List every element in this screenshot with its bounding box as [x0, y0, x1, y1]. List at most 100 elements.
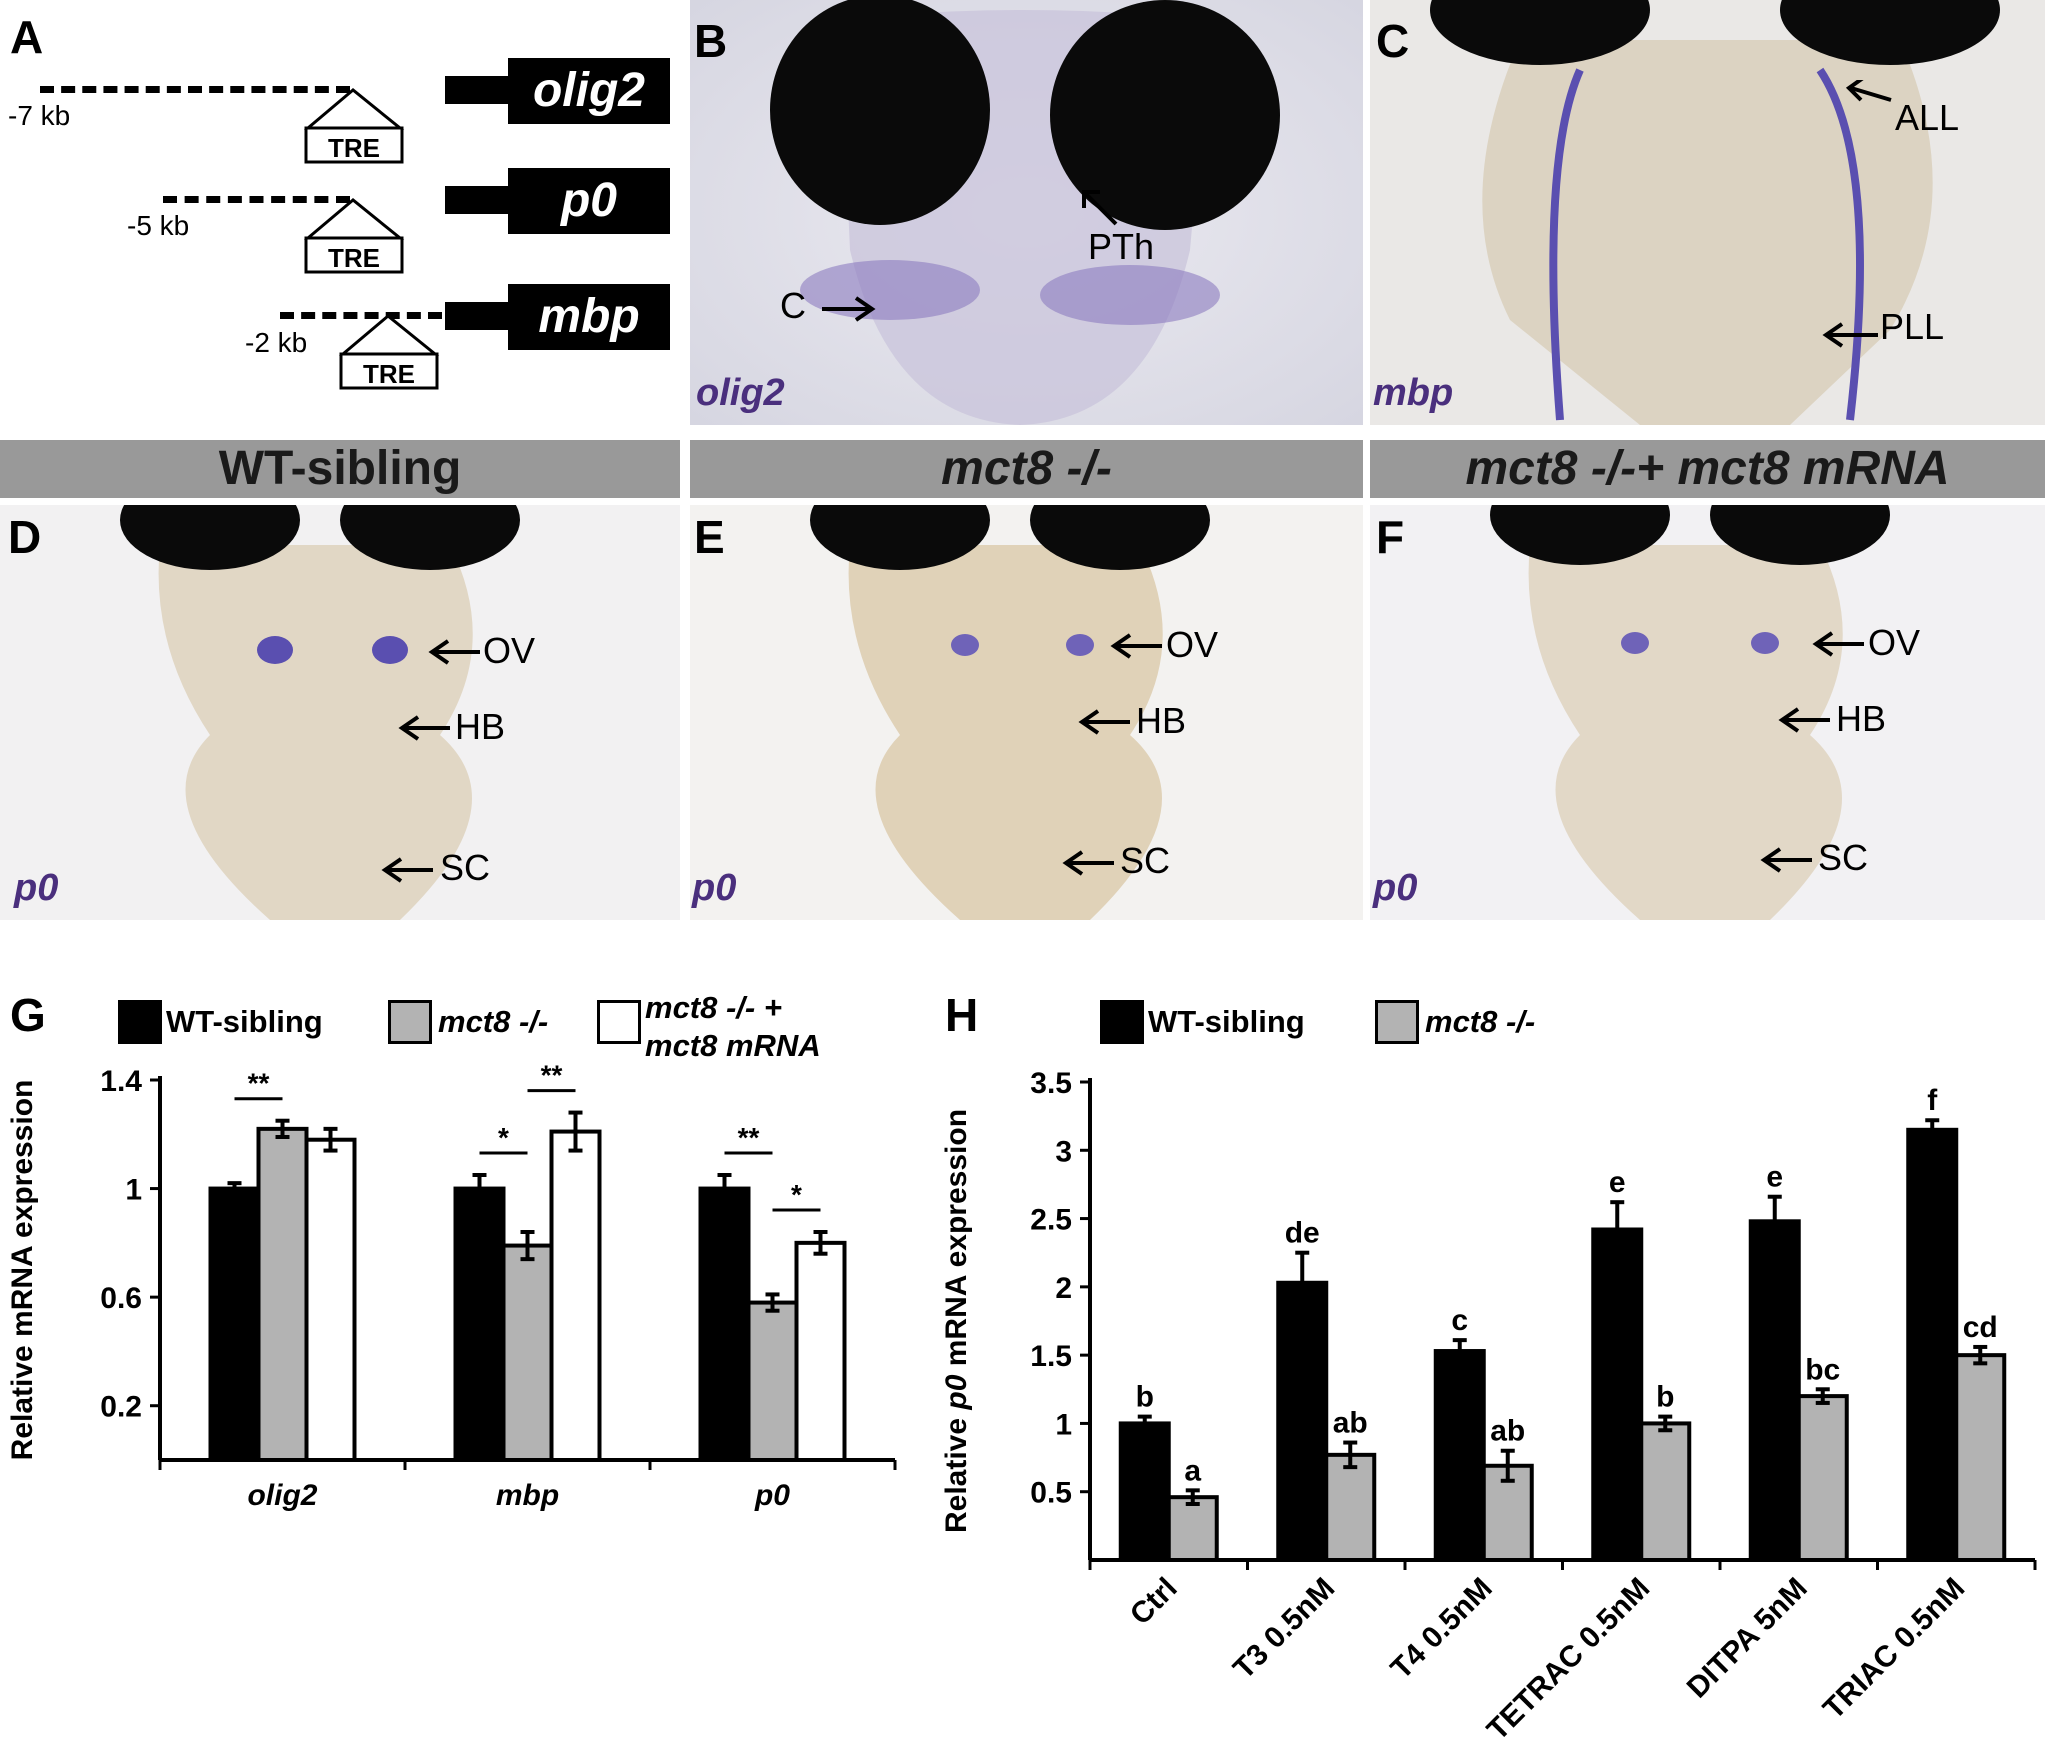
h-letter-label: bc [1805, 1353, 1840, 1386]
panel-c-gene-tag: mbp [1373, 372, 1454, 414]
h-letter-label: de [1285, 1217, 1320, 1250]
h-y-axis-title-gene: p0 [940, 1374, 973, 1410]
h-bar [1906, 1127, 1959, 1563]
g-bar [208, 1186, 261, 1462]
g-category-label: olig2 [247, 1479, 317, 1512]
panel-b-micrograph [690, 0, 1363, 425]
panel-e-sc-arrow [1062, 850, 1114, 876]
g-bar [549, 1129, 602, 1462]
legend-g-wt-label: WT-sibling [166, 1004, 323, 1039]
h-bar [1276, 1280, 1329, 1562]
panel-g-chart: 0.2 0.6 1 1.4 Relative mRNA expression olig2 m… [6, 1060, 897, 1512]
g-significance-label: ** [738, 1122, 760, 1153]
p0-tre-label: TRE [328, 243, 380, 273]
mbp-tre-element [338, 314, 440, 390]
h-bar [1324, 1452, 1377, 1562]
legend-g-rescue-label-1: mct8 -/- + [645, 990, 782, 1025]
p0-gene-box [508, 168, 670, 234]
panel-e-hb-label: HB [1136, 700, 1187, 741]
header-mct8: mct8 -/- [690, 440, 1363, 498]
panel-b-gene-tag: olig2 [696, 372, 785, 414]
g-significance-label: * [791, 1179, 802, 1210]
panel-d-ov-label: OV [483, 630, 536, 671]
h-y-axis-title: Relative p0 mRNA expression [940, 1109, 973, 1533]
legend-g-mct8-label: mct8 -/- [438, 1004, 549, 1039]
p0-distance-label: -5 kb [127, 210, 190, 241]
mbp-exon-stub [445, 302, 515, 330]
panel-label-b: B [694, 15, 728, 67]
g-significance-label: ** [248, 1068, 270, 1099]
panel-d-sc-label: SC [440, 847, 491, 888]
h-y-tick-label: 2 [1055, 1272, 1072, 1305]
h-letter-label: e [1766, 1161, 1783, 1194]
h-letter-label: b [1656, 1381, 1674, 1414]
panel-e-ov-label: OV [1166, 624, 1219, 665]
panel-label-e: E [694, 511, 725, 563]
p0-tre-element [303, 198, 405, 274]
panel-label-d: D [8, 511, 42, 563]
panel-d-sc-arrow [381, 857, 433, 883]
h-bar [1796, 1394, 1849, 1562]
panel-f-sc-label: SC [1818, 837, 1869, 878]
h-bar [1748, 1219, 1801, 1562]
h-bar [1639, 1421, 1692, 1562]
panel-b-c-arrow [822, 296, 876, 322]
g-bar [256, 1126, 309, 1462]
h-bar [1118, 1421, 1171, 1562]
h-letter-label: b [1136, 1381, 1154, 1414]
panel-e-micrograph [690, 505, 1363, 920]
h-category-label: Ctrl [1124, 1572, 1184, 1632]
p0-exon-stub [445, 186, 515, 214]
panel-label-h: H [945, 989, 979, 1041]
legend-h-mct8-swatch [1375, 1000, 1419, 1044]
panel-f-hb-arrow [1778, 707, 1830, 733]
olig2-promoter-line [40, 86, 350, 93]
h-y-axis-title-suffix: mRNA expression [940, 1109, 973, 1375]
panel-d-hb-arrow [398, 715, 450, 741]
panel-e-ov-arrow [1110, 633, 1162, 659]
olig2-distance-label: -7 kb [8, 100, 71, 131]
h-y-axis-title-prefix: Relative [940, 1410, 973, 1533]
olig2-gene-box [508, 58, 670, 124]
g-bar [698, 1186, 751, 1462]
h-category-label: T3 0.5nM [1227, 1572, 1341, 1686]
h-letter-label: f [1927, 1084, 1938, 1117]
g-y-axis-title: Relative mRNA expression [6, 1080, 39, 1461]
panel-d-ov-arrow [428, 639, 480, 665]
h-y-tick-label: 2.5 [1030, 1204, 1072, 1237]
panel-d-micrograph [0, 505, 680, 920]
panel-label-g: G [10, 989, 46, 1041]
panel-f-ov-arrow [1812, 631, 1864, 657]
h-y-tick-label: 3.5 [1030, 1067, 1072, 1100]
panel-f-ov-label: OV [1868, 622, 1921, 663]
panel-label-c: C [1376, 15, 1410, 67]
panel-c-pll-arrow [1822, 322, 1878, 348]
panel-b-c-label: C [780, 285, 806, 326]
header-wt-sibling: WT-sibling [0, 440, 680, 498]
h-bar [1166, 1495, 1219, 1563]
g-category-label: mbp [496, 1479, 559, 1512]
header-mct8-rescue-text: mct8 -/-+ mct8 mRNA [1465, 442, 1950, 495]
legend-g-wt-swatch [118, 1000, 162, 1044]
mbp-gene-box [508, 284, 670, 350]
panel-h-chart: 0.5 1 1.5 2 2.5 3 3.5 Relative p0 mRNA expressi… [940, 1067, 2037, 1747]
h-y-tick-label: 1.5 [1030, 1340, 1072, 1373]
panel-d-gene-tag: p0 [14, 867, 59, 909]
h-category-label: DITPA 5nM [1681, 1572, 1814, 1705]
g-bar [304, 1137, 357, 1462]
g-y-tick-label: 0.2 [100, 1391, 142, 1424]
panel-e-gene-tag: p0 [692, 867, 737, 909]
mbp-promoter-line [280, 312, 442, 319]
mbp-tre-label: TRE [363, 359, 415, 389]
legend-h-wt-swatch [1100, 1000, 1144, 1044]
olig2-tre-element [303, 88, 405, 164]
g-y-tick-label: 1.4 [100, 1065, 142, 1098]
h-bar [1433, 1349, 1486, 1562]
header-mct8-rescue: mct8 -/-+ mct8 mRNA [1370, 440, 2045, 498]
olig2-gene-label: olig2 [532, 64, 645, 117]
legend-g-rescue-swatch [597, 1000, 641, 1044]
legend-h-mct8-label: mct8 -/- [1425, 1004, 1536, 1039]
panel-f-sc-arrow [1760, 847, 1812, 873]
panel-b-pth-label: PTh [1088, 226, 1155, 267]
p0-promoter-line [163, 196, 350, 203]
